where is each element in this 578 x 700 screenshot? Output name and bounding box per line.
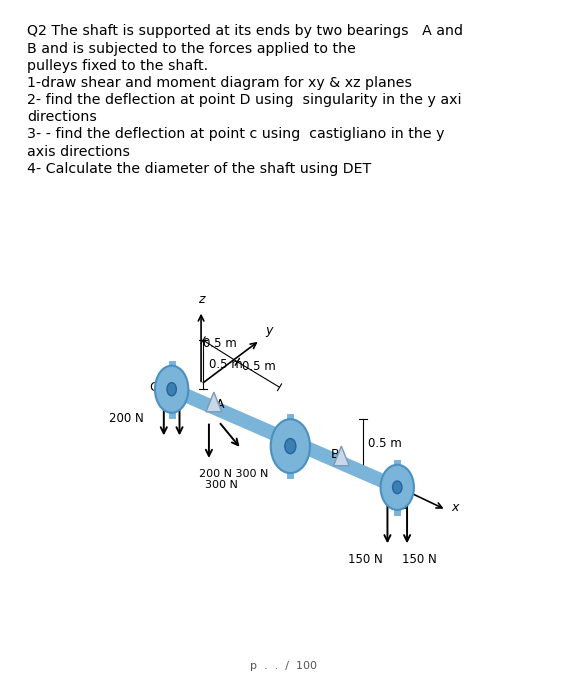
Ellipse shape (392, 481, 402, 493)
Text: 200 N 300 N: 200 N 300 N (199, 469, 269, 479)
Text: y: y (265, 324, 272, 337)
Text: 0.5 m: 0.5 m (368, 437, 402, 449)
Text: D: D (298, 442, 308, 454)
Text: 300 N: 300 N (205, 480, 238, 491)
Text: 150 N: 150 N (348, 553, 383, 566)
Text: 1-draw shear and moment diagram for xy & xz planes: 1-draw shear and moment diagram for xy &… (28, 76, 413, 90)
Text: A: A (216, 398, 224, 411)
Text: C: C (149, 381, 158, 394)
Text: E: E (399, 499, 407, 512)
Text: 3- - find the deflection at point c using  castigliano in the y: 3- - find the deflection at point c usin… (28, 127, 445, 141)
Text: pulleys fixed to the shaft.: pulleys fixed to the shaft. (28, 59, 209, 73)
Ellipse shape (271, 419, 310, 473)
Text: p  .  .  /  100: p . . / 100 (250, 661, 317, 671)
Text: x: x (451, 501, 458, 514)
Text: 0.5 m: 0.5 m (209, 358, 243, 371)
Text: B and is subjected to the forces applied to the: B and is subjected to the forces applied… (28, 41, 357, 55)
Text: 4- Calculate the diameter of the shaft using DET: 4- Calculate the diameter of the shaft u… (28, 162, 372, 176)
Text: B: B (331, 448, 339, 461)
Ellipse shape (380, 465, 414, 510)
Ellipse shape (167, 383, 176, 395)
Text: Q2 The shaft is supported at its ends by two bearings   A and: Q2 The shaft is supported at its ends by… (28, 25, 464, 38)
Polygon shape (334, 446, 349, 466)
Text: 200 N: 200 N (109, 412, 144, 425)
Text: 0.5 m: 0.5 m (203, 337, 237, 349)
Text: axis directions: axis directions (28, 144, 131, 158)
Polygon shape (206, 392, 222, 412)
Ellipse shape (155, 365, 188, 413)
Text: 2- find the deflection at point D using  singularity in the y axi: 2- find the deflection at point D using … (28, 93, 462, 107)
Text: z: z (198, 293, 205, 306)
Text: 0.5 m: 0.5 m (242, 360, 275, 373)
Text: 150 N: 150 N (402, 553, 437, 566)
Text: directions: directions (28, 110, 97, 124)
Ellipse shape (285, 439, 296, 454)
